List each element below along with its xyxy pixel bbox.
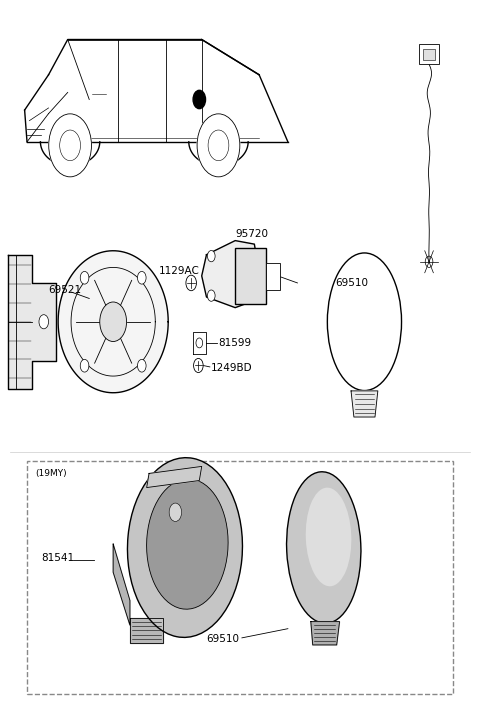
Circle shape: [80, 359, 89, 372]
Polygon shape: [147, 467, 202, 488]
Circle shape: [207, 250, 215, 262]
Text: 95720: 95720: [235, 228, 268, 238]
Text: 69521: 69521: [48, 285, 82, 295]
Polygon shape: [8, 255, 56, 389]
Polygon shape: [202, 240, 259, 308]
Text: 1129AC: 1129AC: [158, 266, 200, 276]
Circle shape: [80, 271, 89, 284]
Ellipse shape: [146, 479, 228, 609]
Ellipse shape: [287, 472, 361, 624]
Text: 81599: 81599: [218, 338, 252, 348]
Text: 81541: 81541: [41, 553, 74, 563]
Polygon shape: [130, 618, 163, 643]
Ellipse shape: [128, 457, 242, 638]
Polygon shape: [351, 391, 378, 417]
Circle shape: [197, 114, 240, 177]
Ellipse shape: [306, 488, 351, 586]
Bar: [420, 45, 439, 64]
Circle shape: [193, 358, 203, 373]
Circle shape: [196, 338, 203, 348]
Polygon shape: [311, 621, 339, 645]
Ellipse shape: [327, 253, 402, 390]
Circle shape: [193, 90, 205, 109]
FancyBboxPatch shape: [27, 461, 453, 694]
Text: 69510: 69510: [336, 278, 369, 288]
Text: (19MY): (19MY): [36, 469, 67, 478]
Bar: [266, 263, 280, 290]
Bar: [235, 247, 266, 304]
Circle shape: [137, 359, 146, 372]
Circle shape: [137, 271, 146, 284]
Text: 69510: 69510: [206, 634, 240, 644]
Circle shape: [39, 315, 48, 329]
Circle shape: [186, 275, 196, 291]
Circle shape: [49, 114, 92, 177]
Ellipse shape: [58, 251, 168, 393]
Polygon shape: [113, 544, 130, 625]
Circle shape: [207, 290, 215, 301]
Text: 1249BD: 1249BD: [211, 363, 253, 373]
Circle shape: [169, 503, 181, 522]
Circle shape: [100, 302, 127, 341]
Bar: [423, 49, 435, 60]
